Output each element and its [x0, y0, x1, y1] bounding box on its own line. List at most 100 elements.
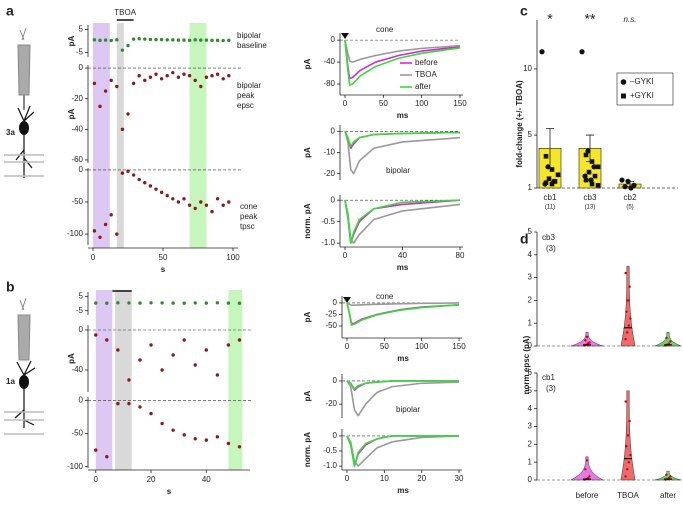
data-point [154, 72, 158, 76]
y-tick-label: -5 [76, 306, 84, 315]
data-point [127, 378, 131, 382]
x-tick-label: 100 [415, 99, 429, 108]
violin [570, 456, 604, 481]
data-point [193, 38, 197, 42]
data-point [92, 81, 97, 86]
data-point [629, 317, 632, 320]
data-point [204, 38, 209, 42]
x-tick-label: 10 [380, 474, 389, 483]
panel-label: d [520, 231, 529, 247]
data-point [171, 197, 175, 201]
data-point [143, 78, 147, 83]
data-point [182, 38, 186, 42]
data-point [589, 159, 595, 164]
y-tick-label: 10 [523, 64, 532, 73]
data-point [583, 177, 589, 183]
data-point [626, 434, 630, 437]
data-point [626, 299, 630, 302]
violin [570, 332, 604, 347]
x-axis-label: ms [397, 486, 409, 495]
data-point [182, 197, 186, 201]
data-point [193, 363, 197, 367]
data-point [585, 459, 589, 462]
data-point [103, 89, 108, 93]
data-point [126, 169, 130, 173]
y-axis-label: norm. pA [303, 432, 312, 467]
panel-label: c [520, 3, 528, 19]
category-count: (13) [585, 205, 596, 211]
annotation: bipolar [237, 31, 261, 40]
data-point [127, 301, 131, 305]
legend-label: +GYKI [630, 91, 654, 100]
annotation: tpsc [240, 222, 255, 231]
cell-label: 3a [6, 128, 15, 137]
annotation: baseline [237, 41, 267, 50]
significance: * [547, 11, 553, 27]
data-point [215, 38, 220, 43]
data-point [585, 335, 589, 339]
data-point [160, 421, 164, 426]
x-tick-label: 0 [343, 99, 348, 108]
data-point [176, 200, 181, 204]
violin [654, 470, 682, 481]
data-point [588, 475, 591, 478]
y-tick-label: -0.5 [323, 446, 337, 455]
data-point [628, 419, 631, 423]
y-axis-label: pA [303, 311, 312, 322]
y-tick-label: -80 [323, 79, 335, 88]
data-point [115, 84, 119, 89]
y-axis-label: pA [67, 108, 76, 119]
data-point [105, 301, 109, 305]
data-point [624, 475, 627, 478]
y-tick-label: 0 [79, 63, 84, 72]
data-point [625, 178, 631, 184]
category-label: cb1 [544, 193, 557, 202]
data-point [582, 173, 588, 179]
data-point [92, 229, 97, 233]
data-point [171, 38, 175, 42]
legend-marker [621, 93, 626, 99]
x-tick-label: 80 [456, 251, 465, 260]
y-tick-label: 1 [528, 318, 533, 327]
data-point [215, 72, 220, 76]
y-tick-label: -100 [67, 462, 84, 471]
data-point [193, 206, 197, 211]
data-point [588, 341, 591, 344]
panel-label: b [6, 279, 15, 295]
data-point [199, 200, 203, 204]
data-point [103, 38, 108, 42]
trace [344, 131, 461, 175]
data-point [148, 184, 153, 188]
data-point [120, 48, 125, 52]
data-point [592, 173, 598, 179]
y-axis-label: pA [67, 35, 76, 46]
data-point [669, 340, 672, 343]
y-tick-label: 0 [79, 325, 84, 334]
legend-label: TBOA [415, 70, 437, 79]
legend-label: after [415, 82, 431, 91]
data-point [204, 75, 209, 79]
data-point [624, 271, 627, 275]
data-point [626, 331, 629, 334]
data-point [115, 38, 119, 42]
y-axis-label: norm epsc (pA) [522, 335, 531, 394]
data-point [227, 38, 231, 43]
y-tick-label: 0 [528, 341, 533, 350]
legend-label: before [415, 58, 438, 67]
data-point [629, 453, 632, 457]
data-point [120, 171, 125, 175]
y-tick-label: 0 [331, 35, 336, 44]
y-tick-label: 0 [79, 395, 84, 404]
data-point [624, 337, 627, 341]
data-point [154, 37, 158, 42]
y-tick-label: -50 [71, 429, 83, 438]
trace [344, 199, 461, 244]
data-point [588, 177, 594, 183]
data-point [210, 38, 214, 43]
subplot-title: cone [376, 292, 394, 301]
data-point [94, 333, 98, 337]
data-point [595, 183, 601, 188]
y-tick-label: 0 [333, 376, 338, 385]
data-point [193, 78, 197, 83]
trace [344, 40, 461, 86]
